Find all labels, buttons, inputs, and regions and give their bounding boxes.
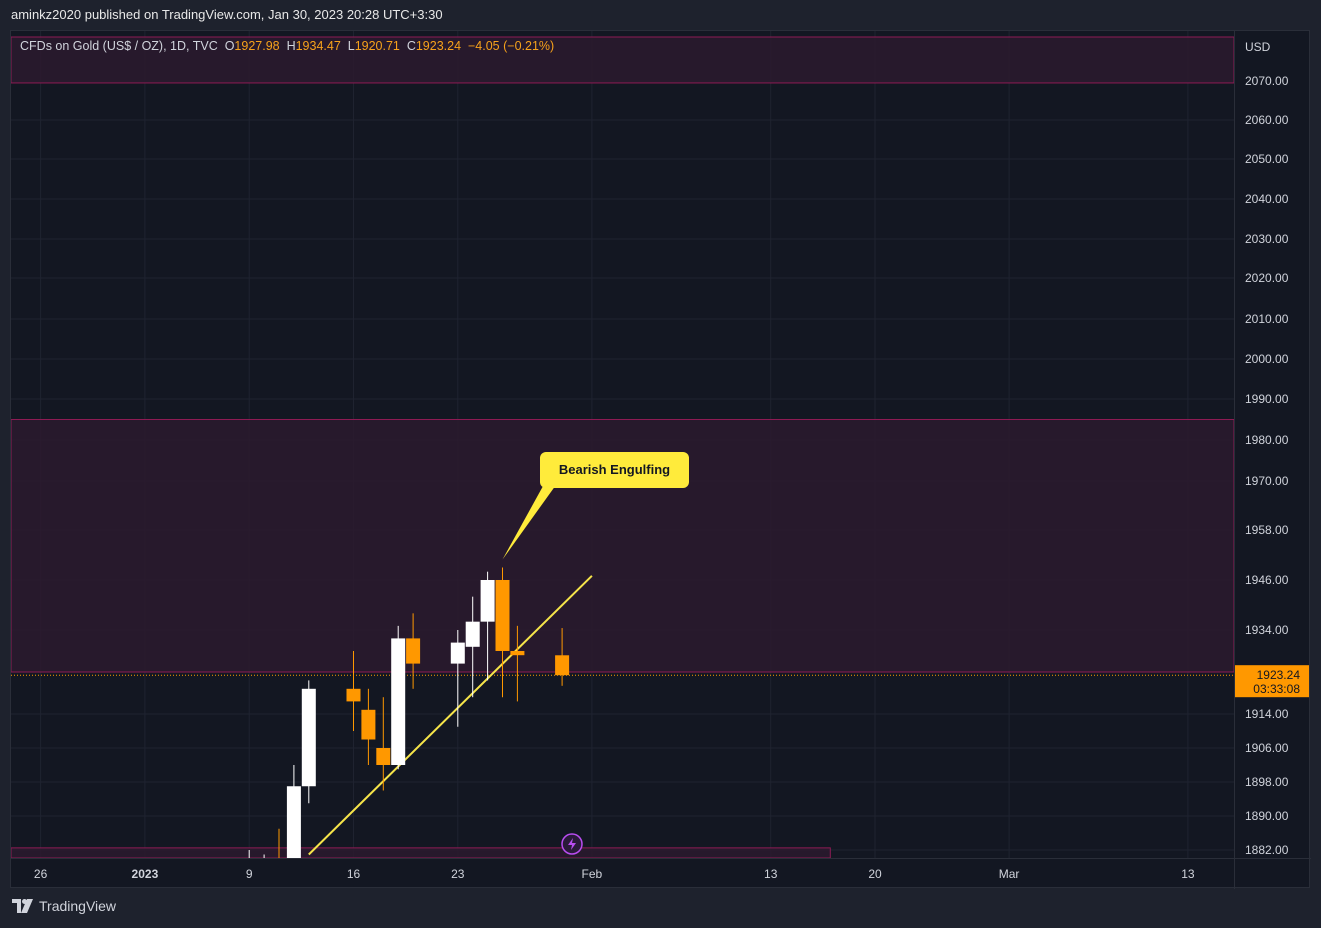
chart-pane[interactable]: Bearish Engulfing 26 2023 9 16 23 Feb 13 20 Mar 1… <box>10 30 1311 889</box>
candle[interactable] <box>391 625 406 770</box>
change-value: −4.05 (−0.21%) <box>468 39 555 53</box>
x-tick-label: 2023 <box>132 867 159 881</box>
y-tick-label: 2060.00 <box>1245 113 1289 127</box>
x-tick-label: 9 <box>246 867 253 881</box>
candle[interactable] <box>346 651 361 731</box>
candle[interactable] <box>406 613 421 689</box>
x-tick-label: Mar <box>999 867 1020 881</box>
x-tick-label: 16 <box>347 867 361 881</box>
candle-body <box>555 655 570 676</box>
candle-body <box>301 688 316 787</box>
brand-name: TradingView <box>39 898 117 914</box>
x-tick-label: Feb <box>582 867 603 881</box>
x-tick-label: 13 <box>764 867 778 881</box>
y-tick-label: 1980.00 <box>1245 433 1289 447</box>
candle-body <box>376 748 391 765</box>
x-tick-label: 26 <box>34 867 48 881</box>
y-tick-label: 1906.00 <box>1245 741 1289 755</box>
candle-body <box>450 642 465 664</box>
high-value: 1934.47 <box>295 39 341 53</box>
candle-body <box>510 651 525 656</box>
y-tick-label: 1990.00 <box>1245 392 1289 406</box>
trendline[interactable] <box>308 575 593 856</box>
published-header: aminkz2020 published on TradingView.com,… <box>0 0 1321 30</box>
callout-text: Bearish Engulfing <box>559 462 670 477</box>
candle-body <box>480 580 495 622</box>
candle[interactable] <box>301 680 316 804</box>
y-tick-label: 2040.00 <box>1245 192 1289 206</box>
close-label: C <box>406 39 416 53</box>
x-tick-label: 13 <box>1181 867 1195 881</box>
tradingview-logo-icon <box>12 899 33 913</box>
y-tick-label: 1946.00 <box>1245 573 1289 587</box>
y-tick-label: 2050.00 <box>1245 152 1289 166</box>
symbol-legend: CFDs on Gold (US$ / OZ), 1D, TVC O1927.9… <box>20 39 554 53</box>
y-tick-label: 1934.00 <box>1245 623 1289 637</box>
y-tick-label: 2030.00 <box>1245 232 1289 246</box>
y-tick-label: 2020.00 <box>1245 271 1289 285</box>
price-zone <box>11 36 1235 84</box>
candle[interactable] <box>361 688 376 765</box>
low-value: 1920.71 <box>354 39 400 53</box>
open-label: O <box>224 39 235 53</box>
x-tick-label: 23 <box>451 867 465 881</box>
y-tick-label: 1958.00 <box>1245 523 1289 537</box>
candle-body <box>495 580 510 651</box>
candle-body <box>406 638 421 664</box>
high-label: H <box>286 39 296 53</box>
callout-pointer <box>502 487 555 560</box>
candle-body <box>391 638 406 765</box>
callout-box[interactable] <box>540 452 689 488</box>
candle[interactable] <box>450 630 465 727</box>
lightning-glyph <box>568 838 576 850</box>
candle[interactable] <box>286 765 301 858</box>
price-zone <box>11 847 831 859</box>
candle[interactable] <box>376 697 391 791</box>
current-price-text: 1923.24 <box>1257 668 1301 682</box>
price-chart[interactable]: Bearish Engulfing 26 2023 9 16 23 Feb 13 20 Mar 1… <box>11 31 1311 889</box>
y-tick-label: 2070.00 <box>1245 74 1289 88</box>
candle-body <box>361 709 376 740</box>
candle[interactable] <box>495 567 510 698</box>
current-price-badge <box>1235 665 1309 698</box>
y-tick-label: 1970.00 <box>1245 474 1289 488</box>
x-tick-label: 20 <box>868 867 882 881</box>
candle-body <box>465 621 480 647</box>
candle-body <box>346 688 361 702</box>
low-label: L <box>347 39 355 53</box>
countdown-text: 03:33:08 <box>1253 682 1300 696</box>
candle[interactable] <box>555 628 570 686</box>
published-text: aminkz2020 published on TradingView.com,… <box>11 7 443 22</box>
open-value: 1927.98 <box>234 39 280 53</box>
candle-body <box>286 786 301 858</box>
symbol-title: CFDs on Gold (US$ / OZ), 1D, TVC <box>20 39 218 53</box>
candle[interactable] <box>465 596 480 698</box>
y-tick-label: 2010.00 <box>1245 312 1289 326</box>
y-tick-label: 1890.00 <box>1245 809 1289 823</box>
y-tick-label: 1898.00 <box>1245 775 1289 789</box>
y-tick-label: 2000.00 <box>1245 352 1289 366</box>
close-value: 1923.24 <box>415 39 462 53</box>
y-tick-label: 1882.00 <box>1245 843 1289 857</box>
footer-brand[interactable]: TradingView <box>12 898 116 914</box>
y-tick-label: 1914.00 <box>1245 707 1289 721</box>
candle[interactable] <box>510 625 525 702</box>
currency-label: USD <box>1245 40 1271 54</box>
candle[interactable] <box>480 571 495 681</box>
